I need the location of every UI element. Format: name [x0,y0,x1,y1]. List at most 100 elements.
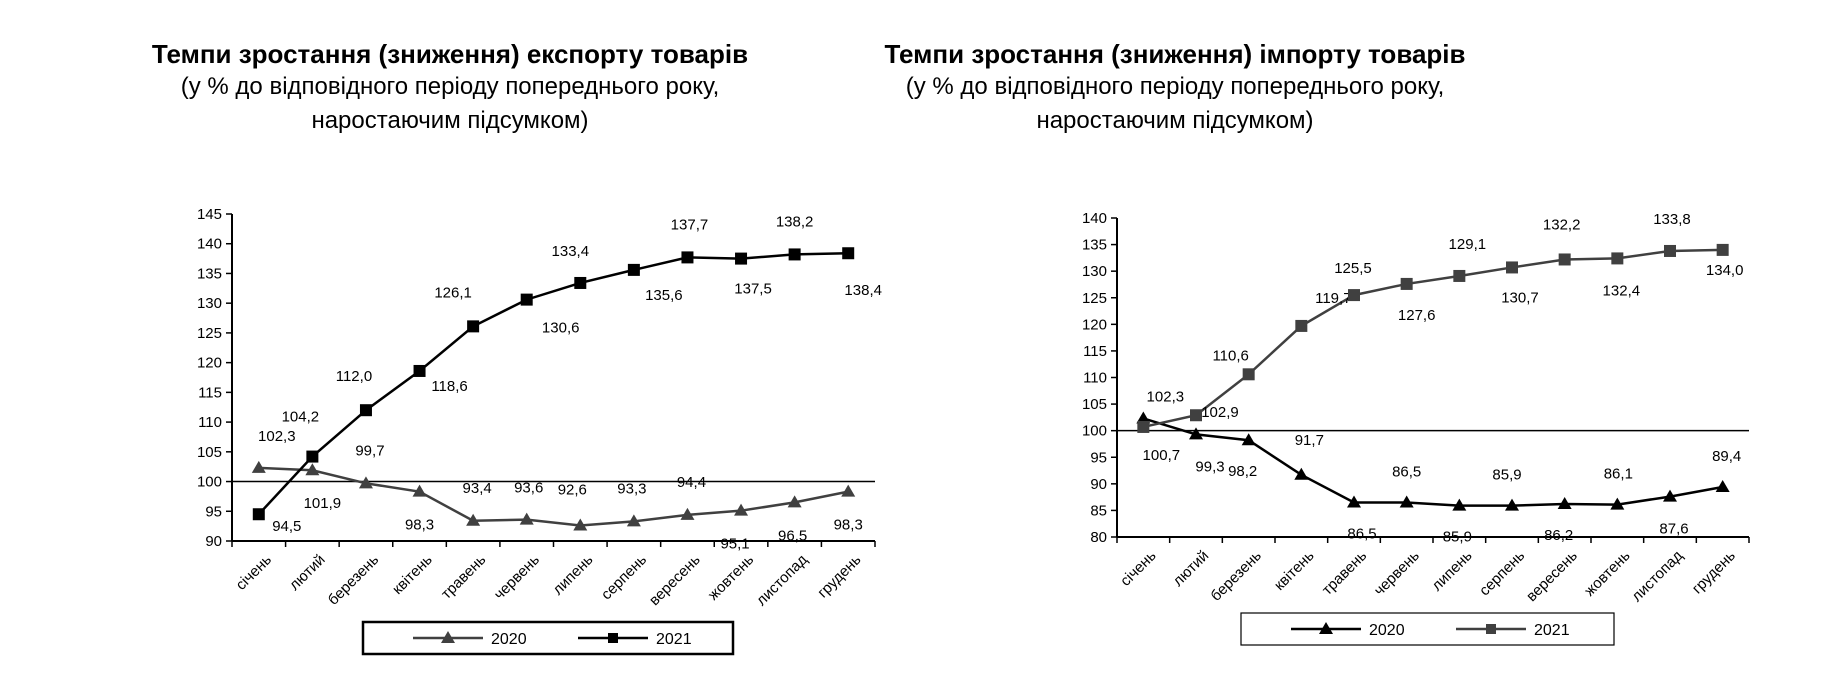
import-chart-title-block: Темпи зростання (зниження) імпорту товар… [795,38,1555,138]
export-series-2020-data-label: 96,5 [778,527,807,544]
import-series-2021-point [1190,409,1202,422]
export-x-tick-label: листопад [753,551,811,609]
import-chart-title: Темпи зростання (зниження) імпорту товар… [884,39,1466,69]
import-y-tick-label: 110 [1083,370,1107,387]
import-y-tick-label: 125 [1082,290,1107,307]
export-series-2020-data-label: 99,7 [355,442,384,459]
import-series-2021-data-label: 132,2 [1543,216,1581,233]
export-series-2020-data-label: 93,4 [463,480,492,497]
import-series-2020-point [1557,497,1572,510]
export-series-2021-data-label: 138,2 [776,213,814,230]
import-x-tick-label: березень [1207,547,1265,605]
import-series-2020-point [1399,495,1414,508]
export-series-2020-data-label: 102,3 [258,428,296,445]
export-series-2021-point [252,508,265,521]
import-legend-marker-2021 [1486,624,1496,634]
import-chart-subtitle-2: наростаючим підсумком) [1036,107,1314,134]
import-chart-subtitle-1: (у % до відповідного періоду попередньог… [905,73,1445,100]
import-series-2021-line [1143,248,1723,429]
export-series-2021-point [842,247,855,260]
import-series-2020-line [1142,417,1723,507]
export-x-tick-label: липень [549,551,596,598]
import-x-tick-label: листопад [1628,547,1686,605]
import-series-2021-point [1716,243,1729,256]
import-x-tick-label: червень [1371,547,1423,599]
import-series-2020-data-label: 85,9 [1492,467,1521,484]
import-series-2021-data-label: 133,8 [1653,211,1691,228]
import-series-2021-point [1558,253,1571,266]
import-y-tick-label: 80 [1090,529,1107,546]
export-y-tick-label: 110 [198,414,222,431]
export-chart-subtitle-2: наростаючим підсумком) [311,107,589,134]
export-legend-label-2020: 2020 [491,631,527,648]
import-series-2020-data-label: 99,3 [1195,458,1224,475]
export-series-2020-point [251,460,266,473]
export-series-2021-data-label: 133,4 [552,243,590,260]
export-y-tick-label: 140 [197,236,222,253]
import-x-tick-label: травень [1319,547,1371,599]
export-series-2020-data-label: 92,6 [558,482,587,499]
export-series-2020-point [466,513,481,526]
export-x-tick-label: березень [325,551,383,609]
export-x-tick-label: грудень [814,551,864,601]
export-series-2021-point [574,276,587,289]
export-series-2021-point [306,450,319,463]
export-series-2020-data-label: 93,6 [514,480,543,497]
export-series-2020-data-label: 98,3 [405,517,434,534]
import-series-2020-data-label: 91,7 [1295,432,1324,449]
import-series-2021-data-label: 100,7 [1143,447,1181,464]
import-y-tick-label: 130 [1082,263,1107,280]
import-y-tick-label: 135 [1082,237,1107,254]
import-series-2021-data-label: 102,9 [1201,404,1239,421]
import-series-2021-point [1611,252,1624,265]
import-series-2020-data-label: 86,5 [1392,463,1421,480]
export-series-2020-data-label: 98,3 [834,517,863,534]
import-legend-label-2020: 2020 [1369,622,1405,639]
export-series-2021-data-label: 137,5 [734,281,772,298]
export-series-2020-data-label: 93,3 [617,480,646,497]
export-series-2021-line [257,251,849,516]
export-series-2020-data-label: 101,9 [304,495,342,512]
export-x-tick-label: вересень [646,551,704,609]
export-series-2021-data-label: 126,1 [434,284,472,301]
import-series-2021-point [1453,269,1466,282]
export-chart-title-block: Темпи зростання (зниження) експорту това… [70,38,830,138]
import-x-tick-label: жовтень [1581,547,1634,600]
import-x-tick-label: вересень [1523,547,1581,605]
export-y-tick-label: 90 [205,533,222,550]
export-series-2021-point [467,320,480,333]
export-chart-title: Темпи зростання (зниження) експорту това… [151,39,749,69]
export-legend-marker-2021 [608,633,618,643]
import-series-2021-data-label: 130,7 [1501,289,1539,306]
import-series-2021-point [1348,289,1360,302]
import-series-2020-point [1241,433,1256,446]
import-legend-label-2021: 2021 [1534,622,1570,639]
import-x-tick-label: грудень [1689,547,1739,597]
import-series-2020-data-label: 85,9 [1443,529,1472,546]
import-series-2020-data-label: 86,1 [1604,466,1633,483]
import-series-2020-point [1610,497,1625,510]
export-y-tick-label: 145 [197,206,222,223]
import-series-2020-point [1347,495,1361,508]
export-y-tick-label: 135 [197,265,222,282]
import-series-2020-point [1189,427,1203,440]
import-series-2021-data-label: 127,6 [1398,307,1436,324]
export-series-2020-point [626,514,641,527]
import-series-2021-data-label: 132,4 [1603,282,1641,299]
import-series-2021-point [1295,319,1308,332]
import-legend: 2020 2021 [1240,612,1615,646]
export-x-tick-label: жовтень [705,551,758,604]
export-legend-marker-2020 [441,631,455,643]
export-y-tick-label: 130 [197,295,222,312]
import-series-2021-point [1506,261,1518,274]
import-y-tick-label: 85 [1090,502,1107,519]
import-series-2021-point [1664,244,1676,257]
import-series-2020-point [1663,489,1677,502]
export-series-2020-point [305,463,320,476]
import-legend-marker-2020 [1319,622,1333,634]
export-series-2021-data-label: 138,4 [844,282,882,299]
import-y-tick-label: 115 [1083,343,1107,360]
export-y-tick-label: 125 [197,325,222,342]
export-x-tick-label: травень [438,551,490,603]
